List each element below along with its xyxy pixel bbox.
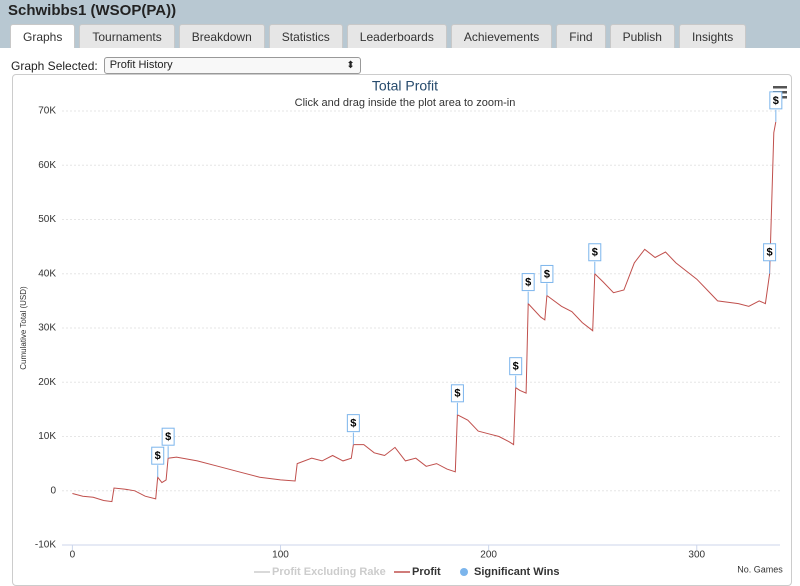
flag-label: $	[513, 361, 519, 373]
significant-win-flag: $	[151, 446, 165, 478]
header: Schwibbs1 (WSOP(PA)) Graphs Tournaments Br…	[0, 0, 800, 48]
legend-label: Profit Excluding Rake	[272, 566, 386, 578]
y-tick-label: 0	[50, 485, 56, 496]
significant-win-flag: $	[450, 384, 464, 415]
flag	[450, 384, 464, 403]
select[interactable]: Profit History	[103, 57, 361, 74]
chart-subtitle: Click and drag inside the plot area to z…	[295, 97, 516, 109]
legend-label: Significant Wins	[474, 566, 559, 578]
y-tick-label: 40K	[38, 268, 56, 279]
tab[interactable]: Insights	[678, 24, 747, 48]
flag	[346, 414, 360, 433]
x-tick-label: 200	[480, 550, 497, 561]
chart-title: Total Profit	[372, 78, 438, 94]
graph-selector: Graph Selected: Profit History	[11, 57, 361, 74]
flag	[161, 427, 175, 446]
tab[interactable]: Breakdown	[178, 24, 265, 48]
flag	[588, 243, 602, 262]
flag	[151, 446, 165, 465]
tab[interactable]: Graphs	[10, 24, 76, 48]
tab[interactable]: Statistics	[268, 24, 343, 48]
significant-win-flag: $	[588, 243, 602, 274]
flag	[509, 357, 523, 376]
profit-line	[72, 121, 777, 503]
tab[interactable]: Leaderboards	[346, 24, 447, 48]
legend-item[interactable]: Profit Excluding Rake	[254, 566, 386, 578]
flag	[763, 243, 777, 262]
significant-win-flag: $	[540, 264, 554, 296]
legend-symbol	[460, 568, 468, 576]
flag-label: $	[592, 247, 598, 259]
y-tick-label: -10K	[35, 540, 56, 551]
tab[interactable]: Find	[556, 24, 606, 48]
y-tick-label: 70K	[38, 106, 56, 117]
x-tick-label: 100	[272, 550, 289, 561]
y-tick-label: 60K	[38, 160, 56, 171]
flag-label: $	[155, 450, 161, 462]
significant-win-flag: $	[509, 357, 523, 388]
significant-win-flag: $	[769, 91, 783, 122]
y-tick-label: 20K	[38, 377, 56, 388]
x-axis-label: No. Games	[737, 564, 783, 574]
y-tick-label: 50K	[38, 214, 56, 225]
flag	[521, 273, 535, 292]
flag-label: $	[544, 268, 550, 280]
flag	[540, 264, 554, 283]
flag-label: $	[773, 95, 779, 107]
significant-win-flag: $	[346, 414, 360, 445]
tab[interactable]: Tournaments	[79, 24, 175, 48]
flag-label: $	[165, 431, 171, 443]
significant-win-flag: $	[521, 273, 535, 304]
tab[interactable]: Achievements	[450, 24, 553, 48]
significant-win-flag: $	[763, 243, 777, 274]
page-title: Schwibbs1 (WSOP(PA))	[8, 2, 177, 19]
x-tick-label: 0	[70, 550, 76, 561]
tab[interactable]: Publish	[609, 24, 675, 48]
legend-label: Profit	[412, 566, 441, 578]
legend-item[interactable]: Profit	[394, 566, 441, 578]
flag-label: $	[350, 418, 356, 430]
flag-label: $	[767, 247, 773, 259]
flag-label: $	[525, 276, 531, 288]
flag	[769, 91, 783, 110]
y-tick-label: 30K	[38, 323, 56, 334]
selector-label: Graph Selected:	[11, 58, 98, 73]
flag-label: $	[454, 388, 460, 400]
tab-bar: Graphs Tournaments Breakdown Statistics Lead…	[10, 24, 747, 48]
y-tick-label: 10K	[38, 431, 56, 442]
x-tick-label: 300	[688, 550, 705, 561]
legend-item[interactable]: Significant Wins	[460, 566, 559, 578]
significant-win-flag: $	[161, 427, 175, 459]
y-axis-label: Cumulative Total (USD)	[19, 286, 28, 370]
